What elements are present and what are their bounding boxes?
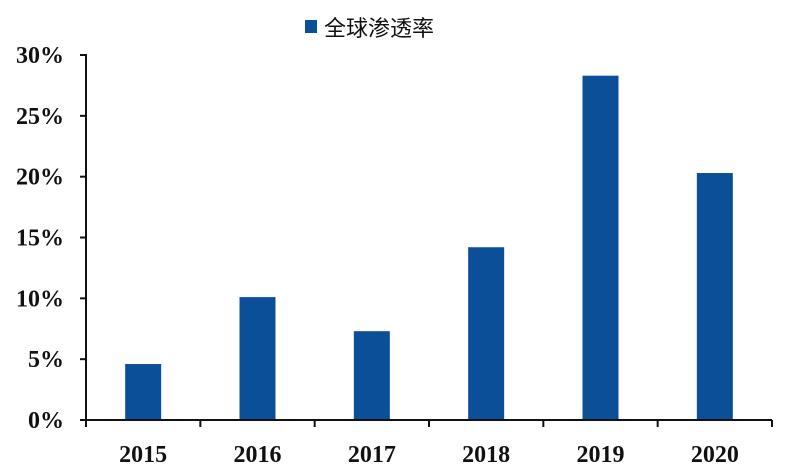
x-tick-label: 2015 <box>119 442 167 468</box>
x-tick-labels: 2015 2016 2017 2018 2019 2020 <box>119 442 739 468</box>
y-tick-label: 10% <box>16 286 64 312</box>
bar-2015 <box>125 364 162 420</box>
legend-swatch <box>305 20 317 33</box>
x-tick-label: 2017 <box>348 442 396 468</box>
bar-2016 <box>239 297 276 420</box>
legend: 全球渗透率 <box>305 17 434 42</box>
bars <box>125 75 733 420</box>
y-tick-label: 0% <box>28 408 64 434</box>
y-tick-label: 15% <box>16 226 64 252</box>
bar-2017 <box>353 331 390 420</box>
y-tick-label: 5% <box>28 347 64 373</box>
bar-2018 <box>468 247 505 420</box>
x-tick-label: 2016 <box>234 442 282 468</box>
bar-2020 <box>696 173 733 420</box>
x-tick-label: 2018 <box>462 442 510 468</box>
y-tick-label: 20% <box>16 165 64 191</box>
bar-2019 <box>582 75 619 420</box>
axes <box>80 54 773 427</box>
y-tick-label: 30% <box>16 43 64 69</box>
x-tick-label: 2019 <box>577 442 625 468</box>
x-tick-label: 2020 <box>691 442 739 468</box>
y-tick-labels: 0% 5% 10% 15% 20% 25% 30% <box>16 43 64 434</box>
y-tick-label: 25% <box>16 104 64 130</box>
legend-label: 全球渗透率 <box>324 17 434 42</box>
